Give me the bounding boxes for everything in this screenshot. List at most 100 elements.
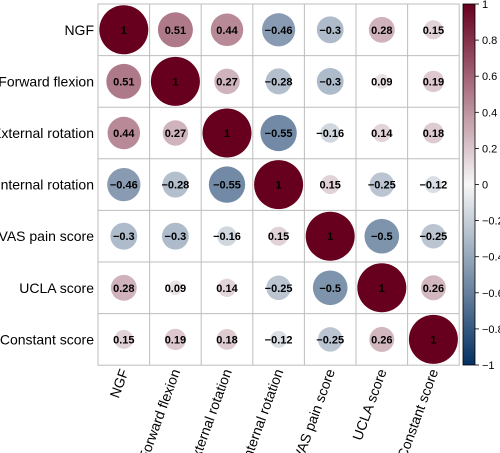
correlation-value: −0.46 [110,180,138,192]
correlation-circle [364,218,400,254]
correlation-value: 1 [430,334,436,346]
correlation-circle [408,314,458,364]
correlation-value: 1 [327,231,333,243]
correlation-value: −0.3 [113,231,135,243]
correlation-value: 1 [379,283,385,295]
colorbar-tick-label: −1 [482,360,495,372]
correlation-circle [162,171,189,198]
row-label: VAS pain score [0,228,94,244]
colorbar-tick-label: −0.4 [482,252,500,264]
colorbar-tick-label: −0.2 [482,216,500,228]
correlation-value: −0.46 [265,25,293,37]
correlation-circle [316,67,344,95]
correlation-value: 0.19 [165,334,186,346]
colorbar-tick-label: 1 [482,0,488,11]
correlation-circle [423,20,443,40]
colorbar-tick-label: 0.2 [482,143,497,155]
correlation-circle [99,5,149,55]
correlation-value: −0.16 [213,231,241,243]
correlation-value: 0.09 [371,76,392,88]
correlation-circle [423,122,444,144]
correlation-circle [261,13,296,47]
correlation-circle [305,211,355,261]
correlation-circle [368,16,395,43]
correlation-circle [217,226,237,246]
correlation-circle [107,116,141,150]
correlation-circle [110,222,138,250]
correlation-circle [210,13,244,47]
row-label: UCLA score [19,280,94,296]
row-label: Constant score [0,331,94,347]
cells: 1 0.51 0.44 −0.46 −0.3 0.28 0.15 0.51 1 0.27 −0.28… [99,5,458,364]
correlation-value: 1 [121,25,127,37]
row-label: NGF [64,22,94,38]
correlation-value: 0.15 [319,180,340,192]
correlation-circle [422,70,445,93]
correlation-value: −0.3 [165,231,187,243]
correlation-value: −0.3 [319,25,341,37]
correlation-circle [265,68,292,95]
correlation-circle [369,172,395,197]
row-label: External rotation [0,125,94,141]
correlation-value: −0.28 [161,180,189,192]
correlation-value: 1 [172,76,178,88]
correlation-value: 0.51 [165,25,186,37]
correlation-circle [312,270,348,306]
correlation-circle [357,263,407,313]
correlation-circle [216,329,238,350]
correlation-circle [270,330,288,348]
column-label: External rotation [185,367,235,453]
column-label: Constant score [394,367,441,453]
colorbar-tick-label: 0 [482,180,488,192]
correlation-value: 0.27 [165,128,186,140]
correlation-circle [114,329,134,349]
correlation-circle [168,280,183,296]
correlation-circle [317,327,343,352]
column-label: Forward flexion [135,367,183,453]
correlation-value: −0.28 [265,76,293,88]
correlation-circle [369,326,395,352]
correlation-value: −0.12 [265,334,293,346]
correlation-circle [214,68,240,95]
correlation-circle [420,275,446,301]
correlation-value: 1 [224,128,230,140]
correlation-value: 0.28 [113,283,134,295]
correlation-circle [269,226,289,246]
correlation-circle [266,275,291,301]
correlation-value: −0.55 [213,180,241,192]
correlation-value: 0.44 [113,128,135,140]
colorbar-tick-label: −0.6 [482,288,500,300]
correlation-value: 0.15 [113,334,134,346]
correlation-value: 0.26 [371,334,392,346]
column-label: Internal rotation [238,367,286,453]
row-label: Forward flexion [0,73,94,89]
correlation-value: −0.16 [316,128,344,140]
correlation-circle [372,123,391,143]
column-label: UCLA score [349,367,390,443]
correlation-value: 0.18 [423,128,444,140]
correlation-value: 0.26 [423,283,444,295]
correlation-value: −0.3 [319,76,341,88]
correlation-circle [157,12,193,48]
correlation-circle [161,222,189,250]
correlation-value: 0.28 [371,25,392,37]
correlation-circle [202,108,252,158]
correlation-circle [260,114,297,152]
correlation-circle [107,167,141,202]
colorbar-tick-label: −0.8 [482,324,500,336]
correlation-value: −0.25 [265,283,293,295]
correlation-circle [164,328,187,351]
correlation-value: −0.5 [371,231,393,243]
correlation-value: 0.19 [423,76,444,88]
correlation-value: 0.09 [165,283,186,295]
correlation-circle [421,223,446,249]
correlation-circle [162,120,189,146]
correlation-value: −0.12 [419,180,447,192]
correlation-value: 0.27 [216,76,237,88]
column-label: VAS pain score [290,367,338,453]
colorbar-bar [462,3,476,366]
correlation-circle [424,176,442,194]
correlation-value: 0.14 [216,283,238,295]
correlation-value: 1 [276,180,282,192]
